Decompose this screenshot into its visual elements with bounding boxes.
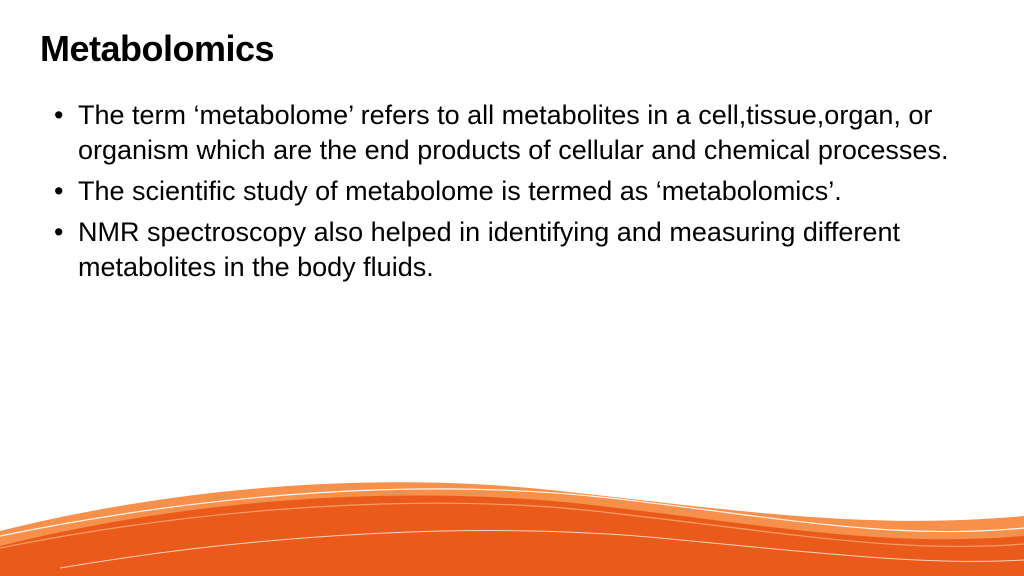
wave-line-icon: [0, 489, 1024, 536]
bullet-item: The term ‘metabolome’ refers to all meta…: [50, 98, 984, 168]
slide-title: Metabolomics: [40, 28, 984, 70]
wave-line-icon: [60, 531, 1024, 568]
wave-line-icon: [0, 503, 1024, 548]
wave-main-icon: [0, 495, 1024, 576]
wave-decoration: [0, 436, 1024, 576]
bullet-list: The term ‘metabolome’ refers to all meta…: [40, 98, 984, 285]
wave-back-icon: [0, 482, 1024, 576]
bullet-item: NMR spectroscopy also helped in identify…: [50, 215, 984, 285]
bullet-item: The scientific study of metabolome is te…: [50, 174, 984, 209]
slide: Metabolomics The term ‘metabolome’ refer…: [0, 0, 1024, 576]
